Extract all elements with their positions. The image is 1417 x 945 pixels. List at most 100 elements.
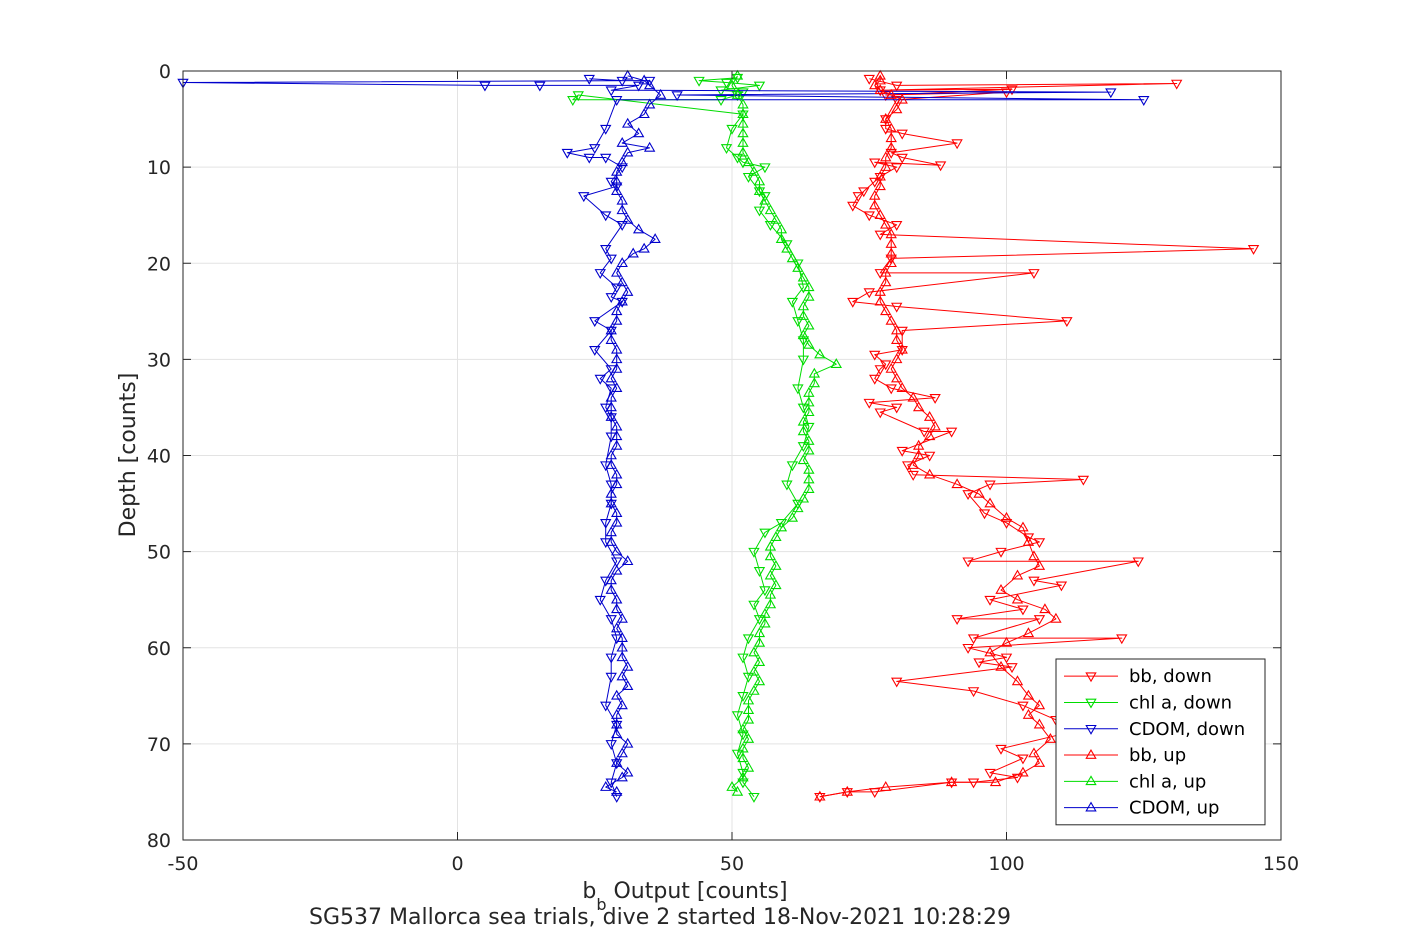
data-point <box>880 781 892 791</box>
data-point <box>797 403 810 414</box>
data-point <box>786 297 799 308</box>
series-line <box>572 77 810 798</box>
data-point <box>605 574 617 585</box>
data-point <box>616 257 628 268</box>
data-point <box>1022 689 1035 700</box>
data-point <box>759 608 771 618</box>
data-point <box>1011 593 1024 604</box>
data-point <box>605 391 617 402</box>
data-point <box>923 468 936 479</box>
data-point <box>885 122 897 133</box>
data-point <box>611 165 623 176</box>
data-point <box>890 81 903 92</box>
data-point <box>874 408 886 419</box>
data-point <box>781 480 793 491</box>
data-point <box>880 276 892 287</box>
data-point <box>605 326 617 337</box>
data-point <box>1055 581 1068 592</box>
data-point <box>611 314 623 325</box>
y-tick-label: 20 <box>147 253 171 275</box>
data-point <box>583 74 595 85</box>
x-tick-label: -50 <box>167 853 198 875</box>
data-point <box>600 701 612 712</box>
legend-entry: CDOM, up <box>1064 798 1219 819</box>
data-point <box>737 752 749 763</box>
data-point <box>764 588 777 599</box>
data-point <box>1033 699 1046 710</box>
data-point <box>638 74 650 85</box>
data-point <box>770 213 782 224</box>
data-point <box>1017 701 1029 712</box>
data-point <box>748 165 760 176</box>
data-point <box>803 434 815 445</box>
legend-label: bb, up <box>1129 745 1186 766</box>
data-point <box>616 632 628 642</box>
legend-label: CDOM, up <box>1129 798 1219 819</box>
data-point <box>962 643 974 654</box>
data-point <box>792 261 804 272</box>
data-point <box>797 329 810 340</box>
data-point <box>594 374 606 385</box>
data-point <box>753 636 766 647</box>
plot-area <box>177 69 1260 803</box>
data-point <box>880 218 892 229</box>
data-point <box>731 69 744 80</box>
data-point <box>764 204 777 215</box>
data-point <box>621 285 634 296</box>
series-4 <box>726 69 843 796</box>
data-point <box>814 792 826 803</box>
data-point <box>885 228 897 239</box>
data-point <box>874 74 886 85</box>
data-point <box>726 124 738 135</box>
data-point <box>621 660 634 671</box>
x-tick-label: 100 <box>988 853 1024 875</box>
data-point <box>737 136 749 147</box>
data-point <box>1132 557 1144 568</box>
data-point <box>731 153 744 164</box>
data-point <box>649 233 661 244</box>
data-point <box>632 81 645 92</box>
data-point <box>627 247 639 258</box>
data-point <box>621 146 634 157</box>
data-point <box>534 81 546 92</box>
data-point <box>605 254 617 265</box>
data-point <box>797 425 810 436</box>
caption: SG537 Mallorca sea trials, dive 2 starte… <box>309 905 1011 930</box>
data-point <box>1017 754 1029 765</box>
legend-box <box>1055 658 1266 826</box>
x-axis-label-subscript: b <box>596 895 606 914</box>
data-point <box>759 586 771 597</box>
data-point <box>967 778 980 789</box>
data-point <box>808 377 821 388</box>
data-point <box>1116 634 1128 645</box>
data-point <box>775 521 788 532</box>
data-point <box>611 96 623 106</box>
data-point <box>1044 732 1057 743</box>
data-point <box>605 615 617 626</box>
data-point <box>869 158 881 169</box>
data-point <box>742 694 755 705</box>
y-tick-label: 70 <box>147 734 171 756</box>
data-point <box>605 740 617 750</box>
data-point <box>885 384 897 395</box>
data-point <box>797 336 810 347</box>
data-point <box>611 382 623 393</box>
data-point <box>753 206 766 217</box>
data-point <box>945 778 958 789</box>
legend-entry: CDOM, down <box>1064 719 1245 740</box>
legend-label: CDOM, down <box>1129 719 1245 740</box>
data-point <box>934 161 947 172</box>
data-point <box>616 771 628 782</box>
x-axis-label: bb Output [counts] <box>582 879 787 914</box>
data-point <box>643 98 656 109</box>
data-point <box>792 317 804 328</box>
data-point <box>995 547 1007 558</box>
y-tick-label: 0 <box>159 61 171 83</box>
data-point <box>775 223 788 234</box>
data-point <box>611 305 623 316</box>
data-point <box>621 766 634 777</box>
data-point <box>605 449 617 460</box>
data-point <box>611 593 623 604</box>
data-point <box>896 343 908 354</box>
data-point <box>611 564 623 575</box>
